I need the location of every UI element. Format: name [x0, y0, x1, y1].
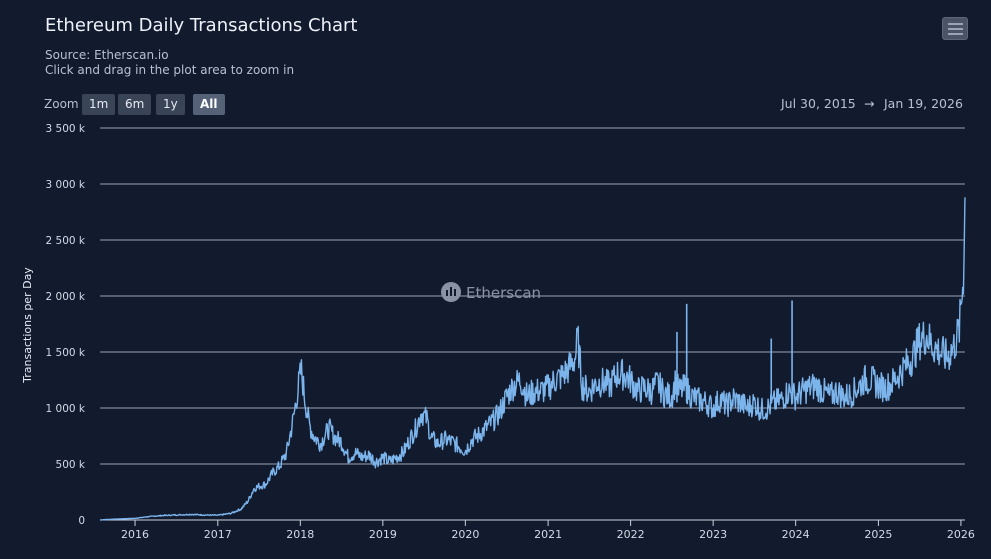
x-tick-label: 2026 — [947, 528, 975, 541]
etherscan-logo-icon — [441, 282, 461, 302]
chart-hint: Click and drag in the plot area to zoom … — [45, 63, 295, 77]
series-line[interactable] — [99, 197, 966, 521]
x-axis-ticks: 2016 2017 2018 2019 2020 2021 2022 2023 2024 2025… — [121, 520, 975, 541]
x-tick-label: 2023 — [699, 528, 727, 541]
y-tick-label: 2 000 k — [46, 291, 86, 303]
x-tick-label: 2016 — [121, 528, 149, 541]
range-arrow: → — [864, 96, 875, 111]
zoom-all-button[interactable]: All — [193, 94, 225, 115]
chart-source: Source: Etherscan.io — [45, 48, 169, 62]
y-tick-label: 3 500 k — [46, 123, 86, 135]
y-tick-label: 1 000 k — [46, 403, 86, 415]
zoom-label: Zoom — [44, 97, 79, 111]
x-tick-label: 2024 — [782, 528, 810, 541]
x-tick-label: 2020 — [451, 528, 479, 541]
y-axis-label: Transactions per Day — [21, 267, 34, 384]
x-tick-label: 2018 — [286, 528, 314, 541]
y-tick-label: 0 — [78, 515, 85, 527]
chart-title: Ethereum Daily Transactions Chart — [45, 15, 358, 36]
x-tick-label: 2017 — [204, 528, 232, 541]
range-from[interactable]: Jul 30, 2015 — [781, 96, 856, 111]
watermark: Etherscan — [441, 282, 541, 302]
zoom-1y-button[interactable]: 1y — [156, 94, 185, 115]
y-tick-label: 3 000 k — [46, 179, 86, 191]
zoom-6m-button[interactable]: 6m — [118, 94, 152, 115]
watermark-text: Etherscan — [466, 284, 541, 302]
grid-lines — [100, 127, 965, 521]
y-axis-ticks: 0 500 k 1 000 k 1 500 k 2 000 k 2 500 k 3 000 … — [46, 123, 86, 527]
range-to[interactable]: Jan 19, 2026 — [884, 96, 963, 111]
x-tick-label: 2022 — [617, 528, 645, 541]
x-tick-label: 2021 — [534, 528, 562, 541]
y-tick-label: 1 500 k — [46, 347, 86, 359]
x-tick-label: 2025 — [864, 528, 892, 541]
hamburger-menu-icon[interactable] — [942, 17, 968, 40]
zoom-1m-button[interactable]: 1m — [82, 94, 116, 115]
y-tick-label: 500 k — [56, 459, 86, 471]
x-tick-label: 2019 — [369, 528, 397, 541]
series-transactions[interactable] — [99, 197, 966, 521]
y-tick-label: 2 500 k — [46, 235, 86, 247]
